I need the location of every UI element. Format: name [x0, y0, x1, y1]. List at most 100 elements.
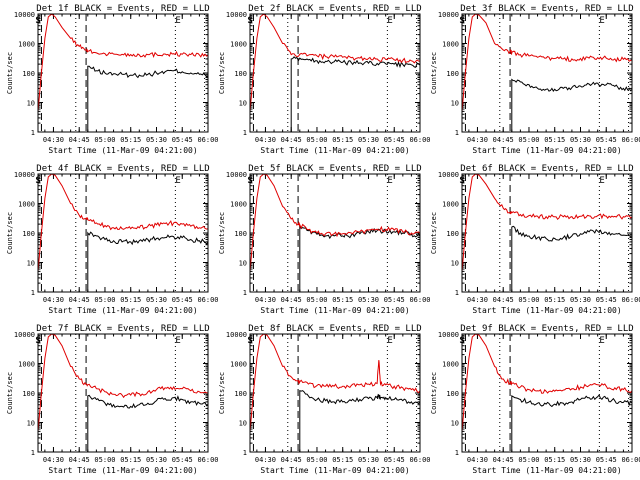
series-line-events: [87, 231, 208, 292]
x-tick-label: 05:30: [146, 296, 167, 304]
y-axis-label: Counts/sec: [218, 52, 226, 94]
x-tick-label: 06:00: [409, 136, 430, 144]
plot-frame: [249, 173, 421, 293]
start-marker-label: S: [247, 16, 252, 26]
x-tick-label: 05:00: [306, 456, 327, 464]
x-tick-label: 04:45: [493, 296, 514, 304]
x-tick-label: 05:00: [518, 296, 539, 304]
y-tick-label: 1000: [442, 41, 459, 49]
series-line-events: [290, 56, 420, 132]
x-tick-label: 06:00: [409, 456, 430, 464]
y-tick-label: 1: [455, 289, 459, 297]
start-marker-label: S: [459, 176, 464, 186]
series-line-events: [511, 78, 632, 132]
y-tick-label: 100: [22, 390, 35, 398]
x-axis-label: Start Time (11-Mar-09 04:21:00): [472, 146, 621, 155]
x-tick-label: 05:30: [570, 136, 591, 144]
y-axis-label: Counts/sec: [430, 52, 438, 94]
y-tick-label: 100: [22, 230, 35, 238]
start-marker-label: S: [35, 16, 40, 26]
end-marker-label: E: [599, 336, 604, 346]
panel-det-2: Det 2f BLACK = Events, RED = LLD Counts/s…: [218, 4, 431, 155]
end-marker-label: E: [175, 336, 180, 346]
series-line-events: [87, 394, 208, 452]
x-tick-label: 05:45: [596, 456, 617, 464]
panel-title: Det 5f BLACK = Events, RED = LLD: [248, 164, 421, 174]
plot-frame: [461, 333, 633, 453]
y-axis-label: Counts/sec: [6, 52, 14, 94]
x-tick-label: 04:45: [69, 296, 90, 304]
x-axis-label: Start Time (11-Mar-09 04:21:00): [48, 306, 197, 315]
series-line-lld: [38, 14, 208, 112]
y-tick-label: 10000: [438, 11, 459, 19]
x-tick-label: 04:45: [281, 296, 302, 304]
start-marker-label: S: [459, 16, 464, 26]
y-tick-label: 1: [243, 289, 247, 297]
y-tick-label: 10000: [226, 331, 247, 339]
y-tick-label: 1000: [18, 41, 35, 49]
x-tick-label: 05:30: [146, 136, 167, 144]
x-tick-label: 04:45: [281, 456, 302, 464]
x-tick-label: 04:45: [69, 456, 90, 464]
panel-title: Det 9f BLACK = Events, RED = LLD: [460, 324, 633, 334]
x-axis-label: Start Time (11-Mar-09 04:21:00): [260, 306, 409, 315]
series-line-lld: [38, 334, 208, 432]
plot-frame: [37, 333, 209, 453]
panel-det-6: Det 6f BLACK = Events, RED = LLD Counts/s…: [430, 164, 640, 315]
panel-title: Det 6f BLACK = Events, RED = LLD: [460, 164, 633, 174]
y-axis-label: Counts/sec: [430, 372, 438, 414]
x-tick-label: 05:00: [518, 136, 539, 144]
y-tick-label: 10: [27, 100, 35, 108]
series-line-events: [299, 225, 420, 292]
x-tick-label: 05:15: [544, 456, 565, 464]
x-tick-label: 05:15: [120, 136, 141, 144]
y-tick-label: 10000: [14, 11, 35, 19]
x-tick-label: 04:30: [467, 456, 488, 464]
start-marker-label: S: [35, 336, 40, 346]
x-tick-label: 06:00: [197, 296, 218, 304]
y-axis-label: Counts/sec: [6, 372, 14, 414]
panel-title: Det 1f BLACK = Events, RED = LLD: [36, 4, 209, 14]
plot-frame: [461, 173, 633, 293]
x-tick-label: 06:00: [621, 456, 640, 464]
start-marker-label: S: [35, 176, 40, 186]
y-tick-label: 1000: [18, 361, 35, 369]
x-tick-label: 05:45: [596, 136, 617, 144]
x-tick-label: 04:30: [43, 456, 64, 464]
y-tick-label: 10: [27, 260, 35, 268]
y-tick-label: 100: [446, 230, 459, 238]
x-tick-label: 05:00: [306, 136, 327, 144]
y-tick-label: 10: [239, 100, 247, 108]
x-tick-label: 05:15: [332, 456, 353, 464]
y-tick-label: 100: [234, 230, 247, 238]
series-line-lld: [250, 174, 420, 272]
x-tick-label: 05:15: [332, 136, 353, 144]
x-tick-label: 05:00: [94, 456, 115, 464]
x-tick-label: 05:30: [570, 296, 591, 304]
start-marker-label: S: [459, 336, 464, 346]
plot-frame: [249, 13, 421, 133]
y-tick-label: 100: [446, 390, 459, 398]
y-tick-label: 10: [451, 100, 459, 108]
y-tick-label: 10: [27, 420, 35, 428]
y-axis-label: Counts/sec: [6, 212, 14, 254]
x-tick-label: 05:15: [120, 456, 141, 464]
x-tick-label: 04:30: [255, 456, 276, 464]
x-tick-label: 06:00: [621, 296, 640, 304]
panel-title: Det 4f BLACK = Events, RED = LLD: [36, 164, 209, 174]
x-axis-label: Start Time (11-Mar-09 04:21:00): [472, 466, 621, 475]
end-marker-label: E: [599, 176, 604, 186]
series-line-lld: [250, 14, 420, 112]
x-tick-label: 05:30: [358, 296, 379, 304]
series-line-lld: [462, 174, 632, 272]
y-tick-label: 10: [239, 260, 247, 268]
y-tick-label: 100: [234, 390, 247, 398]
x-tick-label: 05:45: [172, 296, 193, 304]
x-axis-label: Start Time (11-Mar-09 04:21:00): [260, 146, 409, 155]
plot-frame: [37, 13, 209, 133]
panel-det-1: Det 1f BLACK = Events, RED = LLD Counts/s…: [6, 4, 219, 155]
panel-title: Det 2f BLACK = Events, RED = LLD: [248, 4, 421, 14]
x-tick-label: 04:30: [255, 296, 276, 304]
x-tick-label: 05:45: [172, 456, 193, 464]
